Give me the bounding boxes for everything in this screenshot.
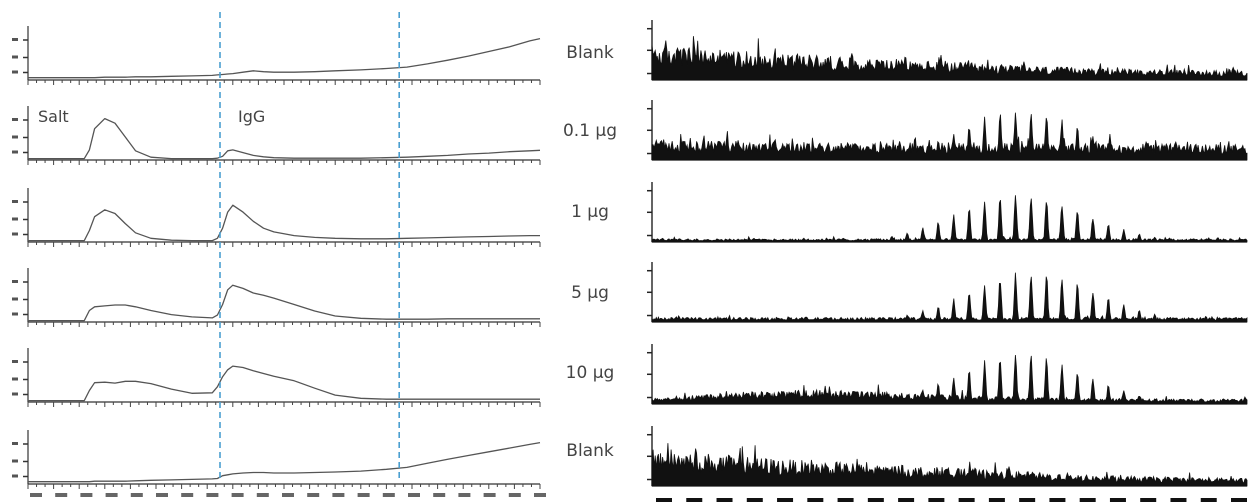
y-tick-label — [12, 217, 18, 221]
x-tick-label — [1170, 498, 1187, 502]
x-tick-label — [458, 493, 471, 497]
chromatogram-row-4 — [12, 268, 541, 327]
x-tick-label — [483, 493, 496, 497]
spectrum-row-4 — [647, 262, 1248, 323]
row-label-6: Blank — [566, 441, 614, 461]
x-tick-label — [928, 498, 945, 502]
x-tick-label — [508, 493, 521, 497]
y-tick-label — [12, 459, 18, 463]
x-tick-label — [837, 498, 854, 502]
x-tick-label — [332, 493, 345, 497]
y-tick-label — [12, 232, 18, 236]
x-tick-label — [80, 493, 93, 497]
y-tick-label — [12, 312, 18, 316]
x-tick-label — [716, 498, 733, 502]
x-tick-label — [807, 498, 824, 502]
x-tick-label — [1109, 498, 1126, 502]
chromatogram-row-3 — [12, 188, 541, 247]
chromatogram-trace — [28, 284, 540, 322]
y-tick-label — [12, 280, 18, 283]
row-label-1: Blank — [566, 43, 614, 63]
x-tick-label — [256, 493, 269, 497]
y-tick-label — [12, 442, 18, 445]
annotation-igg: IgG — [238, 107, 265, 126]
chromatogram-row-2 — [12, 106, 541, 165]
spectrum-trace — [651, 195, 1248, 243]
spectrum-trace — [651, 443, 1248, 487]
x-tick-label — [898, 498, 915, 502]
y-tick-label — [12, 297, 18, 301]
x-tick-label — [1200, 498, 1217, 502]
x-tick-label — [777, 498, 794, 502]
x-tick-label — [1049, 498, 1066, 502]
x-tick-label — [382, 493, 395, 497]
y-tick-label — [12, 200, 18, 203]
chromatogram-trace — [28, 204, 540, 242]
x-tick-label — [656, 498, 672, 502]
row-label-3: 1 μg — [571, 202, 609, 222]
chromatogram-trace — [28, 37, 541, 79]
x-tick-label — [156, 493, 168, 497]
row-label-4: 5 μg — [571, 283, 609, 303]
x-tick-label — [105, 493, 118, 497]
spectrum-row-5 — [647, 344, 1248, 405]
y-tick-label — [12, 474, 18, 478]
x-tick-label — [206, 493, 219, 497]
y-tick-label — [12, 377, 18, 381]
spectrum-row-2 — [647, 100, 1248, 161]
y-tick-label — [12, 360, 18, 363]
chromatogram-trace — [28, 441, 541, 483]
x-tick-label — [958, 498, 975, 502]
x-tick-label — [130, 493, 143, 497]
chromatogram-trace — [28, 117, 541, 160]
x-tick-label — [1079, 498, 1096, 502]
x-tick-label — [746, 498, 763, 502]
x-tick-label — [307, 493, 320, 497]
x-tick-label — [686, 498, 703, 502]
x-tick-label — [282, 493, 294, 497]
row-label-5: 10 μg — [566, 363, 615, 383]
y-tick-label — [12, 70, 18, 74]
x-tick-label — [1140, 498, 1157, 502]
row-label-2: 0.1 μg — [563, 121, 617, 141]
spectrum-row-6 — [647, 426, 1248, 487]
y-tick-label — [12, 55, 18, 59]
x-tick-label — [55, 493, 68, 497]
chromatogram-row-1 — [12, 26, 541, 85]
y-tick-label — [12, 135, 18, 139]
spectrum-row-1 — [647, 20, 1248, 81]
spectrum-trace — [651, 36, 1248, 81]
chromatogram-trace — [28, 365, 540, 402]
y-tick-label — [12, 392, 18, 396]
chromatogram-row-6 — [12, 430, 541, 489]
spectrum-trace — [651, 112, 1248, 161]
x-tick-label — [1019, 498, 1036, 502]
y-tick-label — [12, 118, 18, 121]
x-tick-label — [357, 493, 370, 497]
x-tick-label — [988, 498, 1005, 502]
spectrum-trace — [651, 272, 1248, 323]
annotation-salt: Salt — [38, 107, 69, 126]
x-tick-label — [231, 493, 244, 497]
y-tick-label — [12, 150, 18, 154]
x-tick-label — [1231, 498, 1247, 502]
chromatogram-row-5 — [12, 348, 541, 407]
spectrum-trace — [651, 354, 1248, 405]
y-tick-label — [12, 38, 18, 41]
x-tick-label — [867, 498, 884, 502]
x-tick-label — [408, 493, 420, 497]
x-tick-label — [433, 493, 446, 497]
x-tick-label — [181, 493, 194, 497]
x-tick-label — [30, 493, 42, 497]
x-tick-label — [534, 493, 546, 497]
spectrum-row-3 — [647, 182, 1248, 243]
